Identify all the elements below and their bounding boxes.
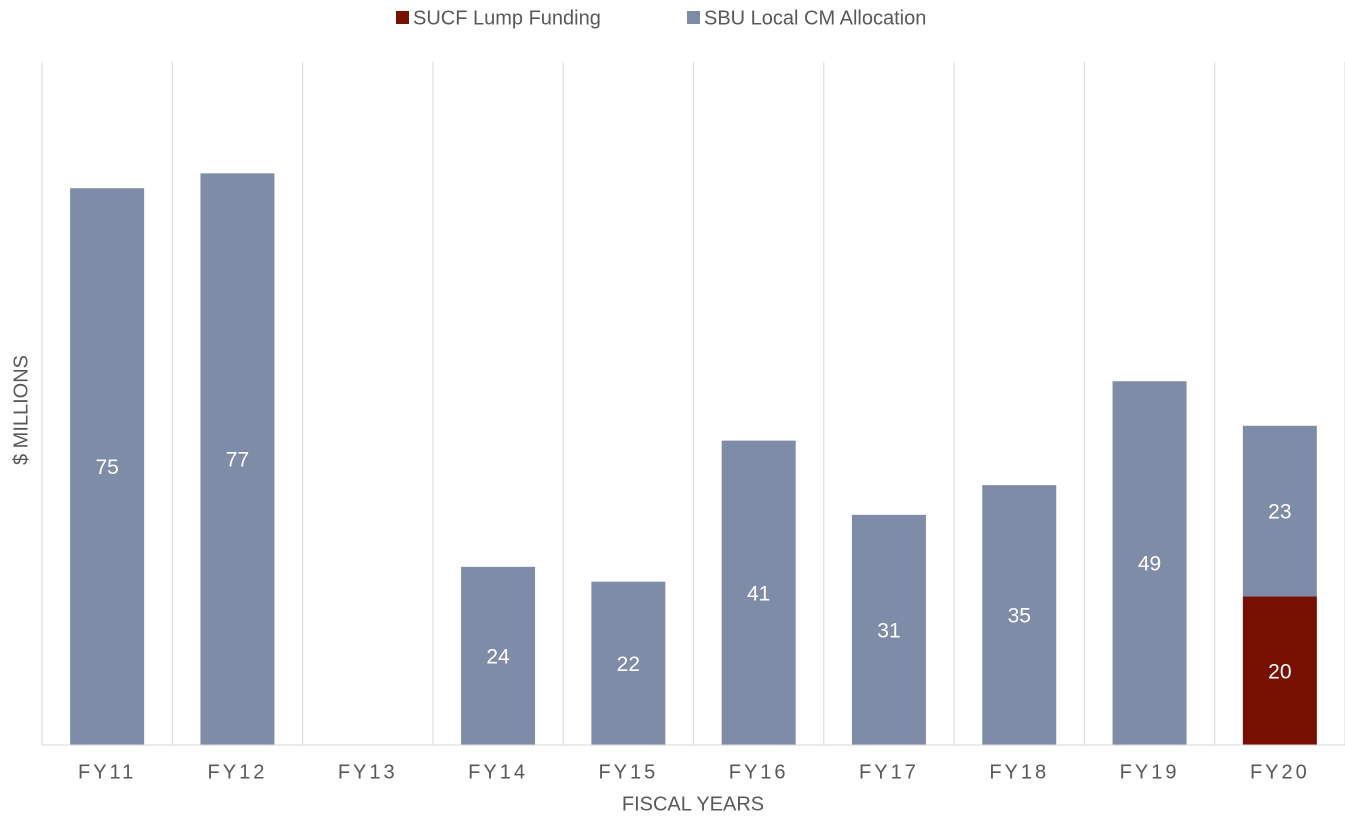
legend-label: SBU Local CM Allocation — [704, 7, 926, 29]
x-tick-label: FY18 — [989, 761, 1049, 783]
legend-label: SUCF Lump Funding — [413, 7, 601, 29]
x-tick-label: FY17 — [859, 761, 919, 783]
bar-segment — [461, 566, 536, 745]
bar-segment — [1242, 425, 1317, 597]
legend-swatch — [687, 11, 700, 24]
x-axis-title: FISCAL YEARS — [622, 793, 764, 815]
y-axis-title: $ MILLIONS — [10, 355, 32, 465]
data-label: 49 — [1138, 553, 1161, 576]
x-tick-label: FY16 — [729, 761, 789, 783]
data-label: 41 — [747, 582, 770, 605]
x-tick-label: FY12 — [208, 761, 268, 783]
x-tick-label: FY19 — [1120, 761, 1180, 783]
data-label: 23 — [1268, 501, 1291, 524]
data-label: 20 — [1268, 660, 1291, 683]
data-label: 24 — [486, 645, 510, 668]
data-label: 31 — [877, 619, 900, 642]
x-tick-label: FY13 — [338, 761, 398, 783]
bar-segment — [982, 485, 1057, 745]
bar-segment — [200, 173, 275, 745]
legend-swatch — [396, 11, 409, 24]
x-tick-label: FY15 — [598, 761, 658, 783]
data-label: 35 — [1008, 605, 1031, 628]
data-label: 75 — [95, 456, 118, 479]
bar-segment — [1112, 381, 1187, 745]
bar-segment — [851, 514, 926, 745]
x-tick-label: FY11 — [78, 761, 136, 783]
x-tick-label: FY20 — [1250, 761, 1310, 783]
bar-segment — [591, 581, 666, 745]
data-label: 22 — [617, 653, 640, 676]
data-label: 77 — [226, 449, 249, 472]
bar-segment — [70, 188, 145, 745]
bar-segment — [721, 440, 796, 745]
bar-segment — [1242, 596, 1317, 745]
x-tick-label: FY14 — [468, 761, 528, 783]
